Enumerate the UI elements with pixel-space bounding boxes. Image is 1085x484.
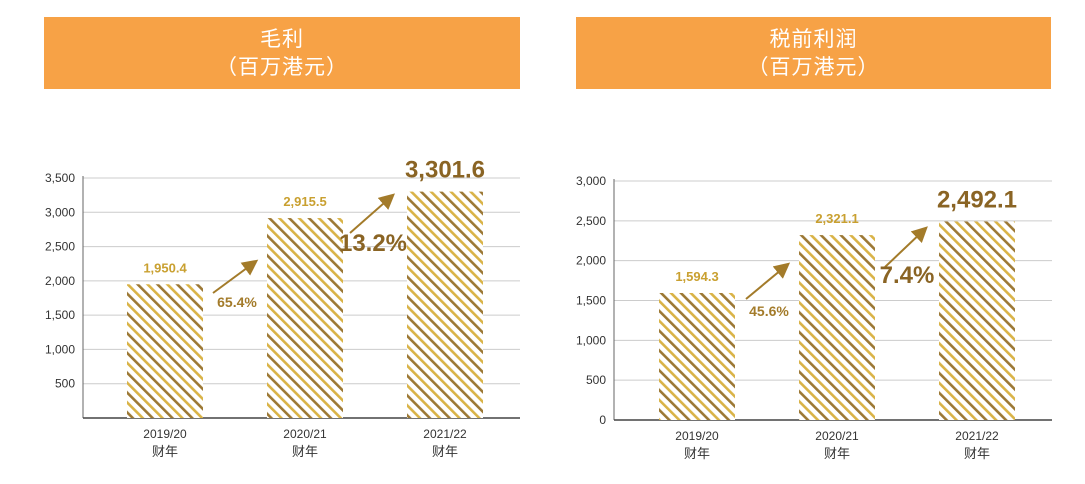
y-tick-label: 3,500 xyxy=(45,171,75,185)
bar-value-label: 1,950.4 xyxy=(143,260,187,275)
x-category-label: 2019/20 xyxy=(143,427,187,441)
y-tick-label: 1,000 xyxy=(45,342,75,356)
bar xyxy=(267,218,343,418)
x-category-label: 2021/22 xyxy=(955,429,999,443)
growth-arrow xyxy=(349,193,396,234)
y-tick-label: 0 xyxy=(599,413,606,427)
x-category-sublabel: 财年 xyxy=(432,445,458,460)
x-category-sublabel: 财年 xyxy=(152,445,178,460)
bar-value-label: 2,915.5 xyxy=(283,194,326,209)
growth-label: 13.2% xyxy=(339,230,407,257)
growth-label: 65.4% xyxy=(217,294,257,310)
x-category-sublabel: 财年 xyxy=(824,447,850,462)
y-tick-label: 3,000 xyxy=(45,205,75,219)
bar-value-label: 3,301.6 xyxy=(405,157,485,184)
bar xyxy=(407,191,483,418)
bar xyxy=(659,292,735,420)
y-tick-label: 1,500 xyxy=(576,294,606,308)
chart-subtitle: （百万港元） xyxy=(747,55,880,79)
y-tick-label: 500 xyxy=(55,377,75,391)
bar-value-label: 2,321.1 xyxy=(815,211,858,226)
growth-arrow xyxy=(745,262,791,300)
y-tick-label: 1,500 xyxy=(45,308,75,322)
x-category-label: 2021/22 xyxy=(423,427,467,441)
growth-label: 7.4% xyxy=(880,262,935,289)
x-category-label: 2019/20 xyxy=(675,429,719,443)
growth-label: 45.6% xyxy=(749,303,789,319)
y-tick-label: 2,500 xyxy=(576,214,606,228)
x-category-label: 2020/21 xyxy=(283,427,327,441)
y-tick-label: 3,000 xyxy=(576,174,606,188)
growth-arrow xyxy=(884,226,928,268)
chart-subtitle: （百万港元） xyxy=(216,55,348,79)
y-tick-label: 500 xyxy=(586,373,606,387)
bar-value-label: 2,492.1 xyxy=(937,186,1017,213)
chart-header: 毛利 （百万港元） xyxy=(44,17,520,89)
chart-title: 毛利 xyxy=(260,27,304,51)
chart-title: 税前利润 xyxy=(769,27,858,51)
bar xyxy=(799,235,875,420)
y-tick-label: 2,500 xyxy=(45,240,75,254)
y-tick-label: 2,000 xyxy=(45,274,75,288)
growth-arrow xyxy=(212,259,259,294)
gross-profit-chart: 500 1,000 1,500 2,000 2,500 3,000 3,500 1,950.4… xyxy=(45,157,520,460)
bar xyxy=(127,284,203,418)
y-tick-label: 2,000 xyxy=(576,254,606,268)
x-category-sublabel: 财年 xyxy=(684,447,710,462)
y-tick-label: 1,000 xyxy=(576,333,606,347)
x-category-sublabel: 财年 xyxy=(964,447,990,462)
bar xyxy=(939,221,1015,420)
gross-profit-panel: 毛利 （百万港元） 500 1,000 1,500 2,000 2,500 3,000 3,… xyxy=(0,0,540,484)
x-category-sublabel: 财年 xyxy=(292,445,318,460)
chart-header: 税前利润 （百万港元） xyxy=(576,17,1051,89)
bar-value-label: 1,594.3 xyxy=(675,269,718,284)
x-category-label: 2020/21 xyxy=(815,429,859,443)
